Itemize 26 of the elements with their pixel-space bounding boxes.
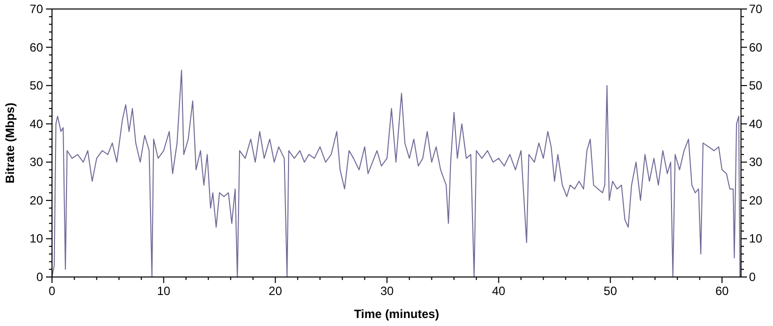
x-tick-label: 40	[492, 284, 506, 298]
line-series	[52, 70, 740, 277]
x-axis-title: Time (minutes)	[354, 307, 440, 321]
x-tick-label: 20	[268, 284, 282, 298]
y-tick-label: 10	[30, 232, 44, 246]
y-tick-label: 50	[30, 78, 44, 93]
x-tick-label: 10	[156, 284, 171, 298]
y-tick-label: 70	[30, 2, 44, 16]
y-tick-label: 20	[30, 193, 44, 208]
x-tick-label: 50	[604, 284, 618, 298]
y2-tick-label: 70	[749, 2, 763, 16]
y-tick-label: 0	[36, 270, 44, 284]
y-axis-title: Bitrate (Mbps)	[3, 102, 17, 184]
y-tick-label: 40	[30, 116, 44, 131]
y2-tick-label: 30	[749, 155, 763, 170]
x-tick-label: 0	[48, 284, 56, 298]
y2-tick-label: 60	[749, 40, 763, 54]
y2-tick-label: 10	[749, 232, 763, 246]
y2-tick-label: 20	[749, 193, 763, 208]
y-tick-label: 30	[30, 155, 44, 170]
y2-tick-label: 50	[749, 78, 763, 93]
x-tick-label: 60	[715, 284, 730, 298]
x-tick-label: 30	[380, 284, 394, 298]
y2-tick-label: 40	[749, 116, 763, 131]
y-tick-label: 60	[30, 40, 44, 54]
y2-tick-label: 0	[749, 270, 756, 284]
